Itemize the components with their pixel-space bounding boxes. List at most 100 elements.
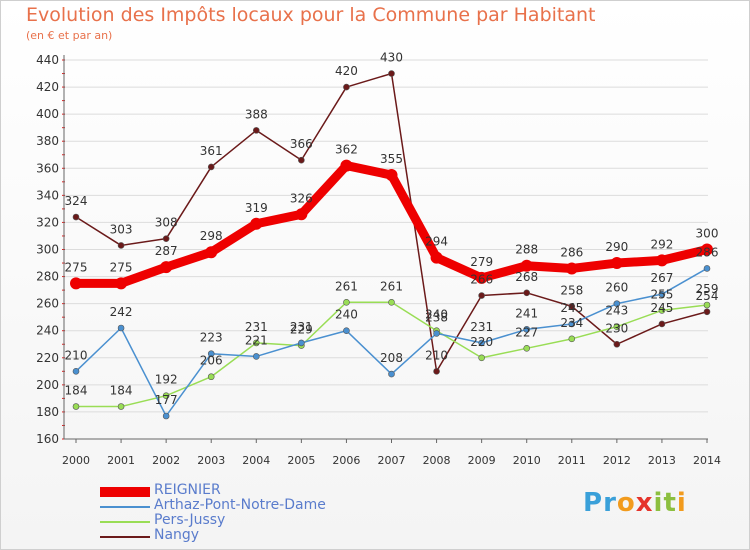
data-point — [72, 213, 80, 221]
data-point — [388, 70, 395, 77]
y-tick-label: 340 — [36, 188, 59, 202]
legend-swatch — [100, 487, 150, 497]
data-point — [385, 169, 398, 182]
data-point — [117, 324, 125, 332]
x-tick-label: 2012 — [603, 454, 631, 467]
data-point — [207, 350, 215, 358]
data-point — [162, 412, 170, 420]
y-tick-label: 180 — [36, 405, 59, 419]
data-label: 238 — [425, 310, 448, 324]
data-label: 361 — [200, 144, 223, 158]
x-tick-label: 2011 — [558, 454, 586, 467]
data-label: 362 — [335, 143, 358, 157]
data-label: 221 — [245, 333, 268, 347]
data-point — [703, 301, 711, 309]
data-label: 279 — [470, 255, 493, 269]
data-label: 192 — [155, 373, 178, 387]
data-point — [115, 277, 128, 290]
data-point — [252, 339, 260, 347]
data-point — [565, 262, 578, 275]
data-label: 227 — [515, 325, 538, 339]
x-tick-label: 2013 — [648, 454, 676, 467]
data-label: 275 — [65, 260, 88, 274]
data-point — [703, 265, 711, 272]
data-label: 243 — [605, 304, 628, 318]
data-label: 261 — [335, 279, 358, 293]
data-label: 430 — [380, 51, 403, 65]
y-tick-label: 240 — [36, 324, 59, 338]
chart-title: Evolution des Impôts locaux pour la Comm… — [26, 4, 596, 26]
legend-swatch — [100, 536, 150, 538]
data-point — [523, 345, 531, 352]
data-point — [701, 243, 713, 256]
data-label: 298 — [200, 229, 223, 243]
x-tick-label: 2010 — [513, 454, 541, 467]
data-label: 184 — [65, 384, 88, 398]
data-label: 241 — [515, 306, 538, 320]
data-label: 259 — [696, 282, 719, 296]
legend-swatch — [100, 521, 150, 523]
legend-label: Nangy — [154, 527, 200, 543]
x-tick-label: 2002 — [152, 454, 180, 467]
data-label: 268 — [515, 270, 538, 284]
data-point — [658, 320, 666, 328]
data-label: 300 — [696, 227, 719, 241]
data-label: 261 — [380, 279, 403, 293]
y-tick-label: 260 — [36, 297, 59, 311]
data-point — [478, 292, 485, 299]
x-tick-label: 2008 — [423, 454, 451, 467]
data-label: 223 — [200, 331, 223, 345]
data-label: 208 — [380, 351, 403, 365]
data-point — [478, 339, 485, 347]
data-point — [658, 290, 666, 298]
data-label: 366 — [290, 137, 313, 151]
y-tick-label: 320 — [36, 215, 59, 229]
data-label: 210 — [65, 348, 88, 362]
x-tick-label: 2006 — [332, 454, 360, 467]
data-label: 355 — [380, 152, 403, 166]
data-point — [568, 335, 576, 343]
y-tick-label: 420 — [36, 80, 59, 94]
legend-item: Pers-Jussy — [100, 512, 400, 529]
y-tick-label: 280 — [36, 270, 59, 284]
data-point — [478, 354, 485, 362]
data-point — [568, 303, 576, 310]
data-label: 231 — [245, 320, 268, 334]
data-label: 242 — [110, 305, 133, 319]
data-point — [523, 289, 531, 297]
data-point — [250, 217, 263, 230]
data-label: 286 — [560, 245, 583, 259]
data-label: 260 — [605, 281, 628, 295]
legend: REIGNIER Arthaz-Pont-Notre-Dame Pers-Jus… — [100, 482, 400, 544]
data-label: 303 — [110, 222, 133, 236]
data-point — [72, 403, 80, 410]
data-point — [117, 403, 125, 410]
data-point — [160, 261, 173, 274]
y-tick-label: 220 — [36, 351, 59, 365]
data-label: 245 — [650, 301, 673, 315]
legend-label: Pers-Jussy — [154, 512, 226, 528]
data-point — [252, 127, 260, 134]
data-label: 326 — [290, 191, 313, 205]
legend-item: REIGNIER — [100, 482, 400, 499]
legend-label: REIGNIER — [154, 482, 221, 498]
data-label: 308 — [155, 216, 178, 230]
data-label: 240 — [425, 308, 448, 322]
data-point — [162, 392, 170, 399]
y-tick-label: 360 — [36, 161, 59, 175]
x-tick-label: 2009 — [468, 454, 496, 467]
data-point — [520, 259, 533, 272]
data-point — [523, 326, 531, 333]
data-point — [388, 370, 395, 378]
data-point — [70, 277, 82, 290]
data-point — [613, 340, 621, 348]
data-point — [430, 251, 443, 264]
data-label: 287 — [155, 244, 178, 258]
data-point — [388, 298, 395, 306]
data-point — [295, 208, 308, 221]
data-label: 294 — [425, 235, 448, 249]
data-point — [568, 320, 576, 328]
data-point — [298, 156, 305, 164]
data-label: 231 — [290, 320, 313, 334]
y-tick-label: 380 — [36, 134, 59, 148]
